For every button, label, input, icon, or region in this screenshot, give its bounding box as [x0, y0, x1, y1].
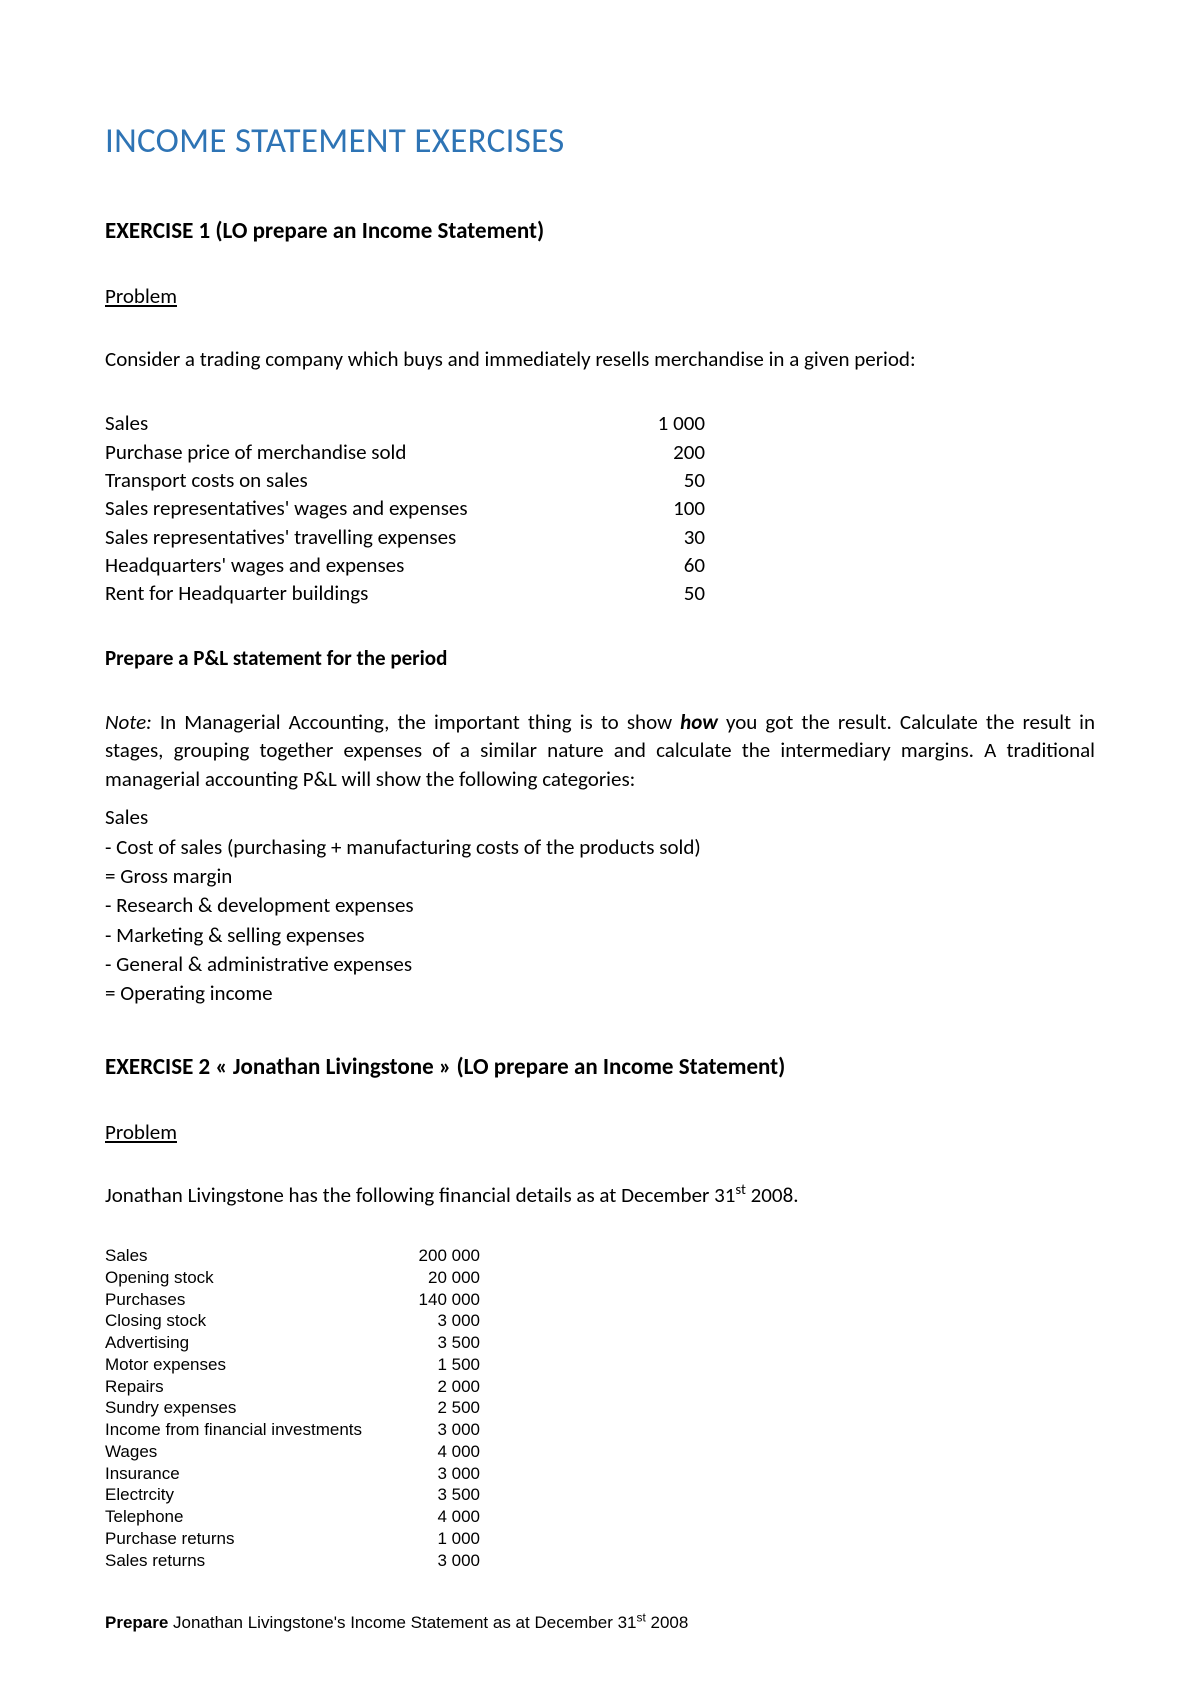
exercise2-final-instruction: Prepare Jonathan Livingstone's Income St… [105, 1613, 1095, 1633]
row-value: 3 500 [400, 1332, 480, 1354]
exercise2-intro-post: 2008. [746, 1182, 799, 1208]
table-row: Purchase price of merchandise sold 200 [105, 438, 705, 466]
table-row: Sales representatives' wages and expense… [105, 494, 705, 522]
row-value: 3 500 [400, 1484, 480, 1506]
row-label: Advertising [105, 1332, 189, 1354]
table-row: Opening stock 20 000 [105, 1267, 480, 1289]
row-value: 1 000 [645, 409, 705, 437]
row-label: Sales [105, 1245, 148, 1267]
row-value: 4 000 [400, 1506, 480, 1528]
row-label: Sundry expenses [105, 1397, 236, 1419]
row-label: Telephone [105, 1506, 183, 1528]
final-text-pre: Jonathan Livingstone's Income Statement … [168, 1613, 636, 1632]
row-value: 200 [645, 438, 705, 466]
row-value: 60 [645, 551, 705, 579]
table-row: Purchase returns 1 000 [105, 1528, 480, 1550]
exercise2-intro: Jonathan Livingstone has the following f… [105, 1181, 1095, 1209]
table-row: Headquarters' wages and expenses 60 [105, 551, 705, 579]
table-row: Sales returns 3 000 [105, 1550, 480, 1572]
row-label: Purchase price of merchandise sold [105, 438, 406, 466]
row-label: Income from financial investments [105, 1419, 362, 1441]
table-row: Sales 200 000 [105, 1245, 480, 1267]
exercise1-prepare-line: Prepare a P&L statement for the period [105, 644, 1095, 672]
exercise1-category-list: Sales- Cost of sales (purchasing + manuf… [105, 803, 1095, 1009]
row-value: 1 000 [400, 1528, 480, 1550]
exercise2-title: EXERCISE 2 « Jonathan Livingstone » (LO … [105, 1053, 1095, 1081]
exercise1-intro: Consider a trading company which buys an… [105, 345, 1095, 373]
category-line: - General & administrative expenses [105, 950, 1095, 979]
row-label: Wages [105, 1441, 157, 1463]
category-line: - Marketing & selling expenses [105, 921, 1095, 950]
exercise1-problem-label: Problem [105, 283, 1095, 309]
row-label: Sales [105, 409, 148, 437]
row-label: Motor expenses [105, 1354, 226, 1376]
exercise2-problem-label: Problem [105, 1119, 1095, 1145]
category-line: - Research & development expenses [105, 891, 1095, 920]
table-row: Insurance 3 000 [105, 1463, 480, 1485]
row-value: 4 000 [400, 1441, 480, 1463]
row-label: Insurance [105, 1463, 180, 1485]
row-value: 3 000 [400, 1463, 480, 1485]
row-value: 3 000 [400, 1550, 480, 1572]
row-label: Transport costs on sales [105, 466, 308, 494]
row-value: 3 000 [400, 1419, 480, 1441]
category-line: = Operating income [105, 979, 1095, 1008]
row-label: Repairs [105, 1376, 164, 1398]
table-row: Electrcity 3 500 [105, 1484, 480, 1506]
row-value: 50 [645, 466, 705, 494]
row-value: 1 500 [400, 1354, 480, 1376]
exercise1-title: EXERCISE 1 (LO prepare an Income Stateme… [105, 217, 1095, 245]
row-value: 140 000 [400, 1289, 480, 1311]
table-row: Purchases 140 000 [105, 1289, 480, 1311]
main-title: INCOME STATEMENT EXERCISES [105, 120, 1095, 162]
row-label: Sales representatives' wages and expense… [105, 494, 468, 522]
row-value: 3 000 [400, 1310, 480, 1332]
category-line: Sales [105, 803, 1095, 832]
row-label: Headquarters' wages and expenses [105, 551, 404, 579]
note-how: how [680, 709, 718, 735]
row-label: Rent for Headquarter buildings [105, 579, 368, 607]
final-sup: st [637, 1611, 646, 1625]
exercise2-table: Sales200 000Opening stock20 000Purchases… [105, 1245, 480, 1571]
exercise1-note: Note: In Managerial Accounting, the impo… [105, 708, 1095, 793]
row-value: 100 [645, 494, 705, 522]
row-value: 50 [645, 579, 705, 607]
exercise2-intro-pre: Jonathan Livingstone has the following f… [105, 1182, 735, 1208]
document-page: INCOME STATEMENT EXERCISES EXERCISE 1 (L… [0, 0, 1200, 1633]
category-line: = Gross margin [105, 862, 1095, 891]
note-prefix: Note: [105, 709, 152, 735]
table-row: Rent for Headquarter buildings 50 [105, 579, 705, 607]
row-label: Closing stock [105, 1310, 206, 1332]
category-line: - Cost of sales (purchasing + manufactur… [105, 833, 1095, 862]
table-row: Closing stock 3 000 [105, 1310, 480, 1332]
table-row: Repairs 2 000 [105, 1376, 480, 1398]
row-label: Sales returns [105, 1550, 205, 1572]
table-row: Sundry expenses 2 500 [105, 1397, 480, 1419]
table-row: Sales 1 000 [105, 409, 705, 437]
row-value: 30 [645, 523, 705, 551]
exercise1-table: Sales1 000Purchase price of merchandise … [105, 409, 705, 607]
row-value: 20 000 [400, 1267, 480, 1289]
row-label: Electrcity [105, 1484, 174, 1506]
final-text-post: 2008 [646, 1613, 689, 1632]
row-value: 2 000 [400, 1376, 480, 1398]
table-row: Income from financial investments 3 000 [105, 1419, 480, 1441]
table-row: Transport costs on sales 50 [105, 466, 705, 494]
table-row: Wages 4 000 [105, 1441, 480, 1463]
table-row: Telephone 4 000 [105, 1506, 480, 1528]
row-label: Opening stock [105, 1267, 214, 1289]
row-value: 200 000 [400, 1245, 480, 1267]
row-label: Purchase returns [105, 1528, 234, 1550]
final-prepare: Prepare [105, 1613, 168, 1632]
note-text-1: In Managerial Accounting, the important … [152, 709, 680, 735]
row-label: Purchases [105, 1289, 185, 1311]
row-value: 2 500 [400, 1397, 480, 1419]
exercise2-intro-sup: st [735, 1180, 746, 1198]
table-row: Advertising 3 500 [105, 1332, 480, 1354]
table-row: Motor expenses 1 500 [105, 1354, 480, 1376]
row-label: Sales representatives' travelling expens… [105, 523, 456, 551]
table-row: Sales representatives' travelling expens… [105, 523, 705, 551]
